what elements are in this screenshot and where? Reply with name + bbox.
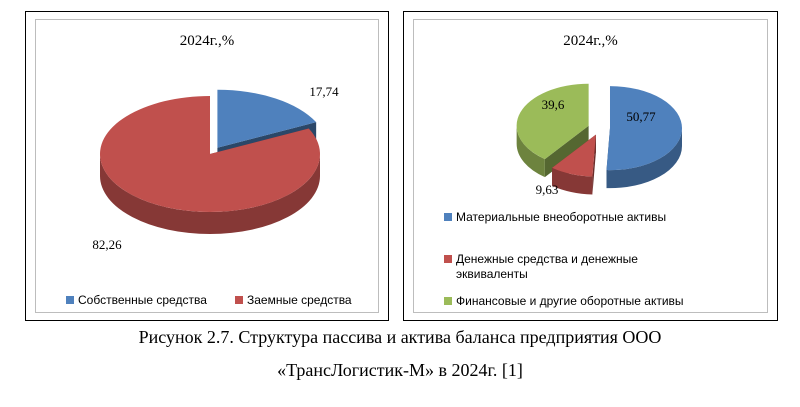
pie-slice-wall: [544, 125, 589, 178]
right-legend-item-tangible-assets: Материальные внеоборотные активы: [444, 210, 666, 225]
figure-caption-line-2: «ТрансЛогистик-М» в 2024г. [1]: [277, 360, 523, 380]
left-pie-chart: 17,74 82,26: [92, 84, 339, 252]
pie-slice-side: [516, 125, 545, 178]
data-label-2: 9,63: [536, 182, 559, 197]
pie-slice-3: [516, 83, 589, 160]
data-label-2: 82,26: [92, 237, 122, 252]
pie-slice-side: [552, 167, 593, 195]
pie-slice-2: [552, 134, 596, 177]
right-pie-chart: 50,77 9,63 39,6: [516, 83, 682, 197]
figure-caption-line-1: Рисунок 2.7. Структура пассива и актива …: [138, 327, 662, 347]
left-chart-panel: 2024г.,% 17,74 82,26 Собственные средства…: [25, 11, 389, 321]
right-chart-panel: 2024г.,% 50,77 9,63 39,6 Материальные внео…: [403, 11, 778, 321]
legend-swatch: [235, 296, 243, 304]
pie-slice-1: [217, 89, 317, 148]
data-label-1: 50,77: [626, 109, 656, 124]
left-chart-title: 2024г.,%: [179, 33, 235, 49]
legend-swatch: [444, 213, 452, 221]
pie-slice-2: [99, 96, 320, 212]
data-label-3: 39,6: [542, 97, 565, 112]
left-legend-item-borrowed-funds: Заемные средства: [235, 293, 352, 308]
left-legend-item-own-funds: Собственные средства: [66, 293, 207, 308]
right-chart-title: 2024г.,%: [563, 33, 618, 49]
right-legend-item-cash: Денежные средства и денежные эквиваленты: [444, 252, 638, 282]
pie-slice-side: [100, 154, 320, 234]
pie-slice-1: [606, 86, 682, 171]
legend-swatch: [66, 296, 74, 304]
right-legend-item-financial-assets: Финансовые и другие оборотные активы: [444, 294, 684, 309]
legend-swatch: [444, 297, 452, 305]
right-plot-area: [413, 19, 768, 313]
pie-slice-side: [606, 128, 682, 189]
left-plot-area: [35, 19, 379, 313]
data-label-1: 17,74: [309, 84, 339, 99]
legend-swatch: [444, 255, 452, 263]
